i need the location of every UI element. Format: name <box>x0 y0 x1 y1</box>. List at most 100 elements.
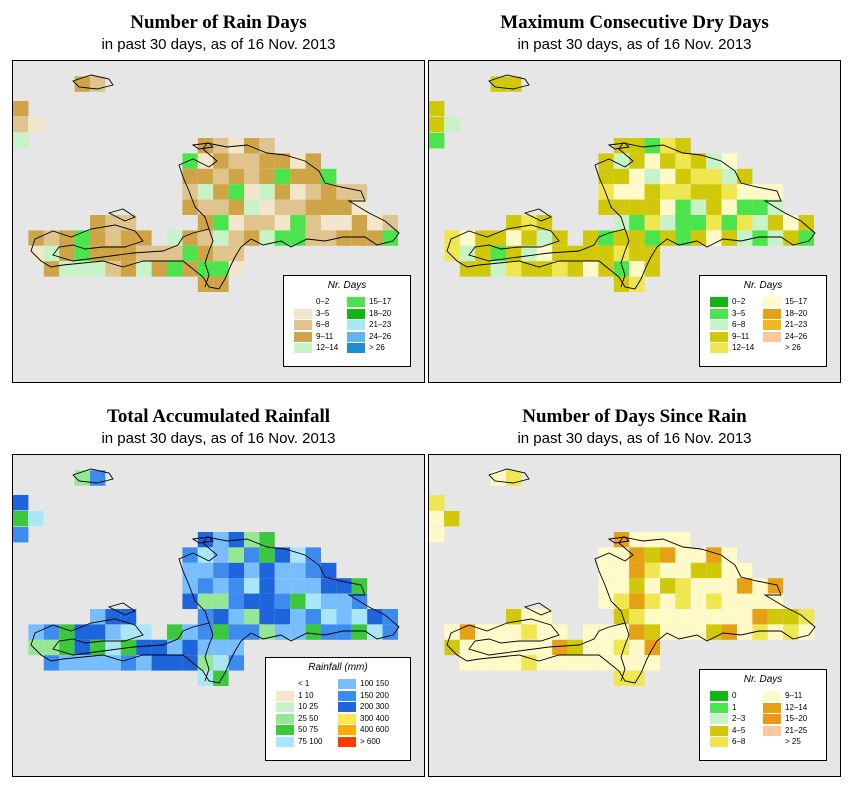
legend-swatch <box>294 343 312 353</box>
map-legend: Nr. Days 0–2 3–5 6–8 9–11 12–14 15–17 18–20 21–2… <box>699 275 827 367</box>
legend-label: 12–14 <box>785 702 808 712</box>
grid-cell <box>351 215 368 231</box>
grid-cell <box>690 547 707 563</box>
grid-cell <box>28 245 44 262</box>
grid-cell <box>136 245 152 262</box>
grid-cell <box>182 261 198 277</box>
grid-cell <box>259 138 275 154</box>
grid-cell <box>721 199 737 215</box>
grid-cell <box>259 609 275 625</box>
grid-cell <box>706 593 722 609</box>
legend-label: > 25 <box>785 737 801 746</box>
grid-cell <box>475 261 491 277</box>
gonave-outline <box>107 208 136 222</box>
grid-cell <box>336 199 352 215</box>
grid-cell <box>105 655 121 671</box>
legend-label: 18–20 <box>369 308 392 318</box>
grid-cell <box>228 624 244 640</box>
grid-cell <box>59 230 75 246</box>
grid-cell <box>459 245 476 262</box>
grid-cell <box>475 624 491 640</box>
grid-cell <box>213 670 229 686</box>
map-legend: Nr. Days 0 1 2–3 4–5 6–8 9–11 12–14 15–20 21–25 > … <box>699 669 827 761</box>
grid-cell <box>521 230 537 246</box>
grid-cell <box>351 609 368 625</box>
legend-swatch <box>294 331 312 342</box>
grid-cell <box>274 609 291 625</box>
grid-cell <box>105 230 121 246</box>
grid-cell <box>213 547 229 563</box>
grid-cell <box>644 230 660 246</box>
grid-cell <box>213 578 229 594</box>
grid-cell <box>228 578 244 594</box>
grid-cell <box>506 261 522 277</box>
grid-cell <box>721 578 737 594</box>
grid-cell <box>244 230 260 246</box>
grid-cell <box>382 624 398 640</box>
grid-cell <box>675 532 691 548</box>
grid-cell <box>613 230 630 246</box>
legend-swatch <box>763 691 781 701</box>
grid-cell <box>136 655 152 671</box>
grid-cell <box>90 261 106 277</box>
legend-label: 9–11 <box>732 331 750 341</box>
grid-cell <box>351 184 368 200</box>
grid-cell <box>675 184 691 200</box>
grid-cell <box>244 547 260 563</box>
grid-cell <box>552 261 568 277</box>
legend-swatch <box>763 343 781 353</box>
grid-cell <box>290 593 306 609</box>
grid-cell <box>259 547 275 563</box>
grid-cell <box>182 639 198 656</box>
grid-cell <box>737 562 753 579</box>
grid-cell <box>644 609 660 625</box>
grid-cell <box>706 199 722 215</box>
grid-cell <box>629 261 645 277</box>
grid-cell <box>521 261 537 277</box>
legend-swatch <box>338 713 356 724</box>
grid-cell <box>367 215 383 231</box>
grid-cell <box>660 562 676 579</box>
legend-label: 21–25 <box>785 725 808 735</box>
grid-cell <box>213 655 229 671</box>
grid-cell <box>583 624 599 640</box>
grid-cell <box>444 639 460 656</box>
grid-cell <box>367 230 383 246</box>
grid-cell <box>13 527 29 543</box>
grid-cell <box>721 153 737 169</box>
grid-cell <box>767 230 784 246</box>
grid-cell <box>721 609 737 625</box>
grid-cell <box>613 593 630 609</box>
gonave-outline <box>107 602 136 616</box>
legend-swatch <box>347 331 365 342</box>
island-outline <box>446 536 816 684</box>
grid-cell <box>459 655 476 671</box>
gonave-outline <box>523 208 552 222</box>
grid-cell <box>459 230 476 246</box>
grid-cell <box>459 639 476 656</box>
grid-cell <box>475 639 491 656</box>
legend-label: 21–23 <box>369 320 392 329</box>
legend-label: 3–5 <box>316 308 330 318</box>
legend-label: 25 50 <box>298 713 319 723</box>
legend-label: 12–14 <box>732 343 755 352</box>
grid-cell <box>644 562 660 579</box>
grid-cell <box>644 547 660 563</box>
grid-cell <box>244 609 260 625</box>
grid-cell <box>136 639 152 656</box>
grid-cell <box>259 215 275 231</box>
grid-cell <box>182 562 198 579</box>
grid-cell <box>367 624 383 640</box>
legend-title: Nr. Days <box>743 280 783 291</box>
grid-cell <box>490 76 506 92</box>
panel-subtitle: in past 30 days, as of 16 Nov. 2013 <box>101 430 336 447</box>
legend-label: 1 <box>732 702 737 712</box>
grid-cell <box>752 215 768 231</box>
grid-cell <box>382 230 398 246</box>
grid-cell <box>583 655 599 671</box>
country-border <box>204 228 214 288</box>
grid-cell <box>213 230 229 246</box>
island-outline <box>446 142 816 290</box>
grid-cell <box>613 215 630 231</box>
grid-cell <box>367 609 383 625</box>
